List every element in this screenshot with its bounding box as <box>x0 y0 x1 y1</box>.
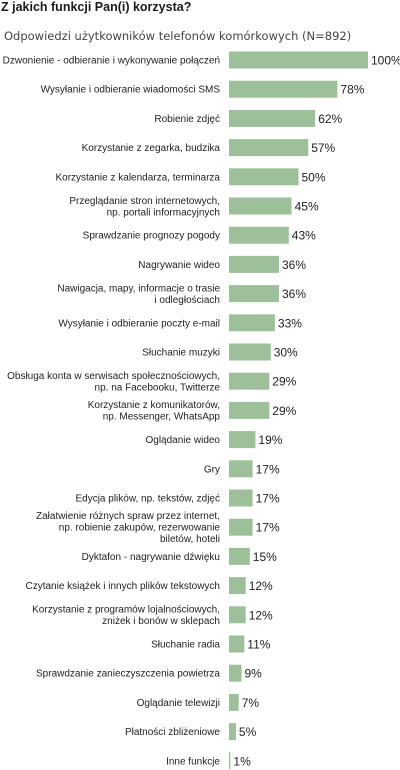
category-label-18: Czytanie książek i innych plików tekstow… <box>25 581 220 592</box>
category-label-16-line-1: np. robienie zakupów, rezerwowanie <box>59 523 221 534</box>
category-label-20: Słuchanie radia <box>151 640 220 651</box>
category-label-13: Oglądanie wideo <box>146 435 221 446</box>
bar-9 <box>229 314 275 332</box>
bar-3 <box>229 139 309 157</box>
category-label-19-line-0: Korzystanie z programów lojalnościowych, <box>32 605 220 616</box>
bar-23 <box>229 723 236 741</box>
category-label-12-line-0: Korzystanie z komunikatorów, <box>88 400 220 411</box>
category-label-1: Wysyłanie i odbieranie wiadomości SMS <box>41 85 221 96</box>
value-label-21: 9% <box>245 667 263 681</box>
bar-8 <box>229 285 279 303</box>
value-label-23: 5% <box>239 725 257 739</box>
chart-title: Z jakich funkcji Pan(i) korzysta? <box>1 0 192 14</box>
value-label-14: 17% <box>256 462 280 476</box>
bar-6 <box>229 226 289 244</box>
category-label-23: Płatności zbliżeniowe <box>125 727 220 738</box>
category-label-0: Dzwonienie - odbieranie i wykonywanie po… <box>3 56 220 67</box>
category-label-14: Gry <box>204 464 220 475</box>
value-label-6: 43% <box>292 229 316 243</box>
bar-21 <box>229 664 242 682</box>
category-label-8-line-1: i odległościach <box>154 295 220 306</box>
bar-11 <box>229 372 270 390</box>
value-label-1: 78% <box>340 83 364 97</box>
value-label-12: 29% <box>272 404 296 418</box>
category-label-9: Wysyłanie i odbieranie poczty e-mail <box>58 318 220 329</box>
category-label-16-line-0: Załatwienie różnych spraw przez internet… <box>36 511 220 522</box>
category-label-22: Oglądanie telewizji <box>137 698 220 709</box>
category-label-21: Sprawdzanie zanieczyszczenia powietrza <box>36 669 220 680</box>
bar-22 <box>229 693 239 711</box>
bar-15 <box>229 489 253 507</box>
value-label-19: 12% <box>249 608 273 622</box>
category-label-19-line-1: zniżek i bonów w sklepach <box>102 616 220 627</box>
category-label-11-line-1: np. na Facebooku, Twitterze <box>95 382 221 393</box>
value-label-8: 36% <box>282 287 306 301</box>
category-label-4: Korzystanie z kalendarza, terminarza <box>55 172 220 183</box>
value-label-16: 17% <box>256 521 280 535</box>
bar-2 <box>229 109 316 127</box>
category-label-17: Dyktafon - nagrywanie dźwięku <box>82 552 220 563</box>
category-label-24: Inne funkcje <box>166 756 220 767</box>
chart-subtitle: Odpowiedzi użytkowników telefonów komórk… <box>4 29 352 43</box>
bar-5 <box>229 197 292 215</box>
bar-1 <box>229 80 338 98</box>
category-label-8-line-0: Nawigacja, mapy, informacje o trasie <box>57 283 220 294</box>
bar-12 <box>229 401 270 419</box>
bar-18 <box>229 577 246 595</box>
value-label-11: 29% <box>272 375 296 389</box>
category-label-10: Słuchanie muzyki <box>142 348 220 359</box>
value-label-5: 45% <box>295 200 319 214</box>
value-label-20: 11% <box>247 638 270 652</box>
value-label-13: 19% <box>258 433 282 447</box>
value-label-17: 15% <box>253 550 277 564</box>
category-label-6: Sprawdzanie prognozy pogody <box>83 231 220 242</box>
bar-4 <box>229 168 299 186</box>
category-label-3: Korzystanie z zegarka, budzika <box>82 143 221 154</box>
bar-19 <box>229 606 246 624</box>
value-label-22: 7% <box>242 696 260 710</box>
category-label-7: Nagrywanie wideo <box>138 260 220 271</box>
bar-17 <box>229 547 250 565</box>
category-label-15: Edycja plików, np. tekstów, zdjęć <box>75 494 220 505</box>
category-label-12-line-1: np. Messenger, WhatsApp <box>103 412 221 423</box>
value-label-2: 62% <box>318 112 342 126</box>
bar-20 <box>229 635 245 653</box>
category-label-5-line-1: np. portali informacyjnych <box>107 207 220 218</box>
category-label-16-line-2: biletów, hoteli <box>160 534 220 545</box>
value-label-18: 12% <box>249 579 273 593</box>
bar-14 <box>229 460 253 478</box>
value-label-24: 1% <box>233 754 251 768</box>
bar-10 <box>229 343 271 361</box>
category-label-2: Robienie zdjęć <box>154 114 220 125</box>
bar-16 <box>229 518 253 536</box>
value-label-15: 17% <box>256 492 280 506</box>
bar-0 <box>229 51 368 69</box>
bar-24 <box>229 752 231 770</box>
category-label-5-line-0: Przeglądanie stron internetowych, <box>69 196 220 207</box>
value-label-10: 30% <box>274 346 298 360</box>
value-label-4: 50% <box>302 170 326 184</box>
category-label-11-line-0: Obsługa konta w serwisach społecznościow… <box>7 371 220 382</box>
bar-7 <box>229 255 279 273</box>
value-label-0: 100% <box>371 54 400 68</box>
bar-13 <box>229 431 256 449</box>
value-label-9: 33% <box>278 316 302 330</box>
value-label-7: 36% <box>282 258 306 272</box>
value-label-3: 57% <box>311 141 335 155</box>
